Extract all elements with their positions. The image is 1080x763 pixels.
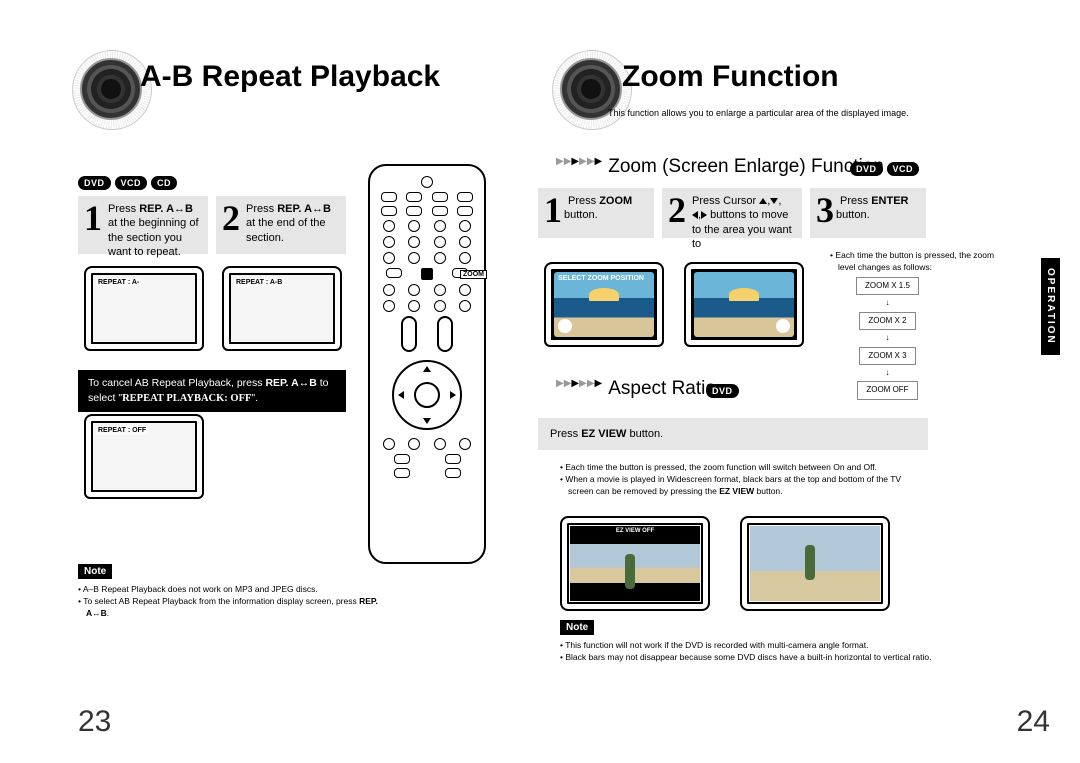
disc-badges-left: DVD VCD CD bbox=[78, 176, 177, 190]
tv-wide-full bbox=[740, 516, 890, 611]
section-aspect-header: ▶▶▶▶▶▶ Aspect Ratio bbox=[556, 378, 716, 400]
tv-screen-2: REPEAT : A-B bbox=[222, 266, 342, 351]
remote-control: ZOOM bbox=[368, 164, 486, 564]
page-title-zoom: Zoom Function bbox=[622, 60, 839, 94]
badge-dvd: DVD bbox=[78, 176, 111, 190]
tv-zoom-1: SELECT ZOOM POSITION bbox=[544, 262, 664, 347]
badge-vcd: VCD bbox=[115, 176, 148, 190]
note-label: Note bbox=[78, 564, 112, 579]
tv-screen-3: REPEAT : OFF bbox=[84, 414, 204, 499]
zoom-step-3: 3 Press ENTER button. bbox=[810, 188, 926, 238]
page-number: 24 bbox=[1017, 705, 1050, 739]
zoom-levels: ZOOM X 1.5 ↓ ZOOM X 2 ↓ ZOOM X 3 ↓ ZOOM … bbox=[856, 276, 919, 401]
tv-screen-1: REPEAT : A- bbox=[84, 266, 204, 351]
disc-badges-aspect: DVD bbox=[706, 384, 739, 398]
badge-dvd: DVD bbox=[850, 162, 883, 176]
page-23: A-B Repeat Playback DVD VCD CD 1 Press R… bbox=[0, 0, 520, 763]
step-2: 2 Press REP. A↔B at the end of the secti… bbox=[216, 196, 346, 254]
zoom-step-2: 2 Press Cursor ,, , buttons to move to t… bbox=[662, 188, 802, 238]
operation-tab: OPERATION bbox=[1041, 258, 1060, 355]
page-title-ab: A-B Repeat Playback bbox=[140, 60, 440, 94]
zoom-step-1: 1 Press ZOOM button. bbox=[538, 188, 654, 238]
step-text: Press REP. A↔B at the beginning of the s… bbox=[108, 202, 200, 259]
page-24: Zoom Function This function allows you t… bbox=[520, 0, 1080, 763]
badge-cd: CD bbox=[151, 176, 177, 190]
badge-vcd: VCD bbox=[887, 162, 920, 176]
note-bullets: A–B Repeat Playback does not work on MP3… bbox=[78, 584, 378, 620]
step-num: 1 bbox=[84, 202, 102, 234]
zoom-subtitle: This function allows you to enlarge a pa… bbox=[608, 108, 1008, 118]
tv-wide-letterbox: EZ VIEW OFF bbox=[560, 516, 710, 611]
speaker-icon bbox=[80, 58, 142, 120]
osd-text: REPEAT : A-B bbox=[234, 278, 284, 287]
osd-text: REPEAT : OFF bbox=[96, 426, 148, 435]
cancel-instruction: To cancel AB Repeat Playback, press REP.… bbox=[78, 370, 346, 412]
step-1: 1 Press REP. A↔B at the beginning of the… bbox=[78, 196, 208, 254]
aspect-bullets: Each time the button is pressed, the zoo… bbox=[560, 462, 926, 498]
osd-text: REPEAT : A- bbox=[96, 278, 141, 287]
zoom-button-callout: ZOOM bbox=[460, 270, 487, 279]
dpad-icon bbox=[392, 360, 462, 430]
note-bullets-right: This function will not work if the DVD i… bbox=[560, 640, 980, 664]
zoom-level-note: Each time the button is pressed, the zoo… bbox=[830, 250, 1000, 274]
badge-dvd: DVD bbox=[706, 384, 739, 398]
step-num: 2 bbox=[222, 202, 240, 234]
tv-zoom-2 bbox=[684, 262, 804, 347]
section-zoom-header: ▶▶▶▶▶▶ Zoom (Screen Enlarge) Function bbox=[556, 156, 884, 178]
step-text: Press REP. A↔B at the end of the section… bbox=[246, 202, 338, 245]
note-label: Note bbox=[560, 620, 594, 635]
page-number: 23 bbox=[78, 705, 111, 739]
aspect-instruction: Press EZ VIEW button. bbox=[538, 418, 928, 450]
disc-badges-zoom: DVD VCD bbox=[850, 162, 919, 176]
